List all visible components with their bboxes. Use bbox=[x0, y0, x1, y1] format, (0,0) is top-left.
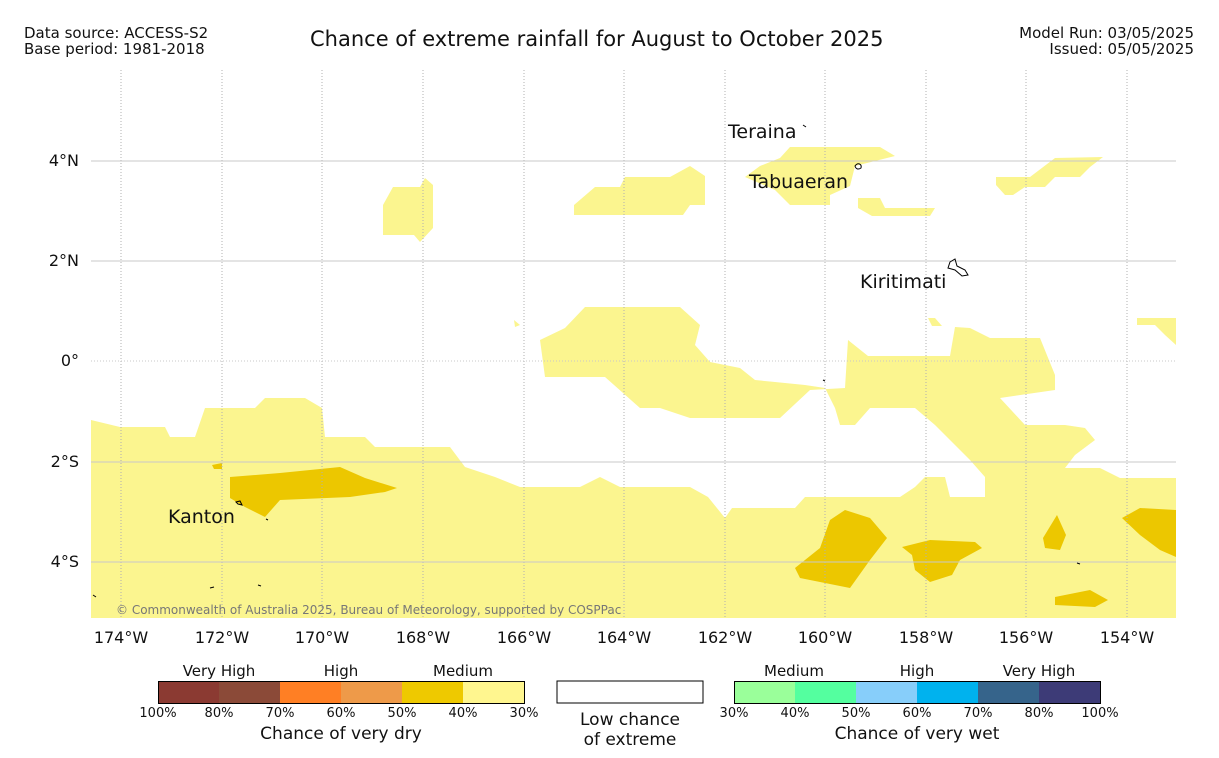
legend-dry-swatch-5 bbox=[463, 681, 525, 704]
legend-wet-tick-100: 100% bbox=[1081, 706, 1119, 721]
x-label-162w: 162°W bbox=[697, 628, 753, 647]
small-island-1 bbox=[209, 586, 215, 589]
map-title: Chance of extreme rainfall for August to… bbox=[310, 27, 884, 51]
legend-wet-tick-60: 60% bbox=[902, 706, 932, 721]
legend-dry-swatch-2 bbox=[280, 681, 341, 704]
x-label-156w: 156°W bbox=[998, 628, 1054, 647]
y-label-4s: 4°S bbox=[50, 552, 79, 571]
kiritimati-island bbox=[947, 258, 969, 277]
model-run: Model Run: 03/05/2025 bbox=[1019, 24, 1194, 42]
legend-dry-high: High bbox=[323, 662, 359, 680]
x-label-170w: 170°W bbox=[294, 628, 350, 647]
header-right: Model Run: 03/05/2025 Issued: 05/05/2025 bbox=[1019, 25, 1194, 57]
medium-dry-blob-4 bbox=[858, 198, 935, 216]
legend-wet-swatch-1 bbox=[795, 681, 856, 704]
legend-low-line1: Low chance bbox=[580, 710, 680, 730]
legend-wet-swatch-2 bbox=[856, 681, 917, 704]
legend-wet-tick-80: 80% bbox=[1024, 706, 1054, 721]
x-label-172w: 172°W bbox=[194, 628, 250, 647]
medium-dry-blob-5 bbox=[996, 157, 1103, 195]
gold-region-southeast bbox=[1055, 590, 1108, 607]
x-label-166w: 166°W bbox=[496, 628, 552, 647]
legend-dry-swatch-3 bbox=[341, 681, 402, 704]
legend-wet-swatch-0 bbox=[734, 681, 796, 704]
place-kanton: Kanton bbox=[168, 506, 235, 528]
legend-dry-tick-60: 60% bbox=[326, 706, 356, 721]
place-tabuaeran: Tabuaeran bbox=[749, 171, 849, 193]
issued-date: Issued: 05/05/2025 bbox=[1049, 40, 1194, 58]
legend-dry-tick-40: 40% bbox=[448, 706, 478, 721]
legend-wet-medium: Medium bbox=[764, 662, 824, 680]
medium-dry-blob-2 bbox=[574, 166, 705, 215]
x-label-154w: 154°W bbox=[1099, 628, 1155, 647]
legend-dry-tick-100: 100% bbox=[139, 706, 177, 721]
legend-dry-tick-80: 80% bbox=[204, 706, 234, 721]
medium-dry-blob-7 bbox=[928, 318, 942, 326]
small-island-4 bbox=[265, 518, 269, 521]
low-chance-swatch bbox=[556, 680, 704, 704]
islands bbox=[92, 124, 1081, 598]
gold-region-east bbox=[902, 540, 982, 582]
legend-wet-tick-40: 40% bbox=[780, 706, 810, 721]
grid bbox=[120, 70, 1128, 618]
medium-dry-blob-6 bbox=[1137, 318, 1176, 345]
base-period: Base period: 1981-2018 bbox=[24, 40, 205, 58]
legend-wet-tick-50: 50% bbox=[841, 706, 871, 721]
gold-region-central bbox=[795, 510, 887, 588]
legend-dry-tick-70: 70% bbox=[265, 706, 295, 721]
rainfall-shading bbox=[91, 147, 1176, 618]
header-left: Data source: ACCESS-S2 Base period: 1981… bbox=[24, 25, 208, 57]
legend-wet-label: Chance of very wet bbox=[834, 724, 1000, 744]
kanton-island bbox=[235, 500, 243, 506]
grid-horizontal bbox=[91, 160, 1176, 563]
data-source: Data source: ACCESS-S2 bbox=[24, 24, 209, 42]
medium-dry-region-west bbox=[91, 420, 180, 618]
medium-dry-region-south bbox=[91, 307, 1176, 618]
y-label-0: 0° bbox=[60, 351, 79, 370]
x-label-158w: 158°W bbox=[898, 628, 954, 647]
legend-dry-swatch-1 bbox=[219, 681, 280, 704]
y-label-4n: 4°N bbox=[48, 151, 79, 170]
legend-wet-high: High bbox=[899, 662, 935, 680]
x-label-160w: 160°W bbox=[797, 628, 853, 647]
y-label-2s: 2°S bbox=[50, 452, 79, 471]
place-kiritimati: Kiritimati bbox=[860, 271, 947, 293]
legend-low-chance: Low chance of extreme bbox=[480, 710, 780, 750]
small-island-2 bbox=[257, 584, 262, 587]
legend-dry-swatch-0 bbox=[158, 681, 220, 704]
teraina-island bbox=[802, 124, 807, 128]
small-island-3 bbox=[92, 594, 97, 598]
legend-dry-medium: Medium bbox=[433, 662, 493, 680]
small-island-5 bbox=[822, 379, 826, 382]
place-teraina: Teraina bbox=[728, 121, 797, 143]
legend-wet-swatch-4 bbox=[978, 681, 1039, 704]
legend-wet-tick-70: 70% bbox=[963, 706, 993, 721]
legend-dry-tick-30: 30% bbox=[509, 706, 539, 721]
legend-wet-swatch-3 bbox=[917, 681, 978, 704]
medium-dry-blob-8 bbox=[514, 320, 520, 327]
y-label-2n: 2°N bbox=[48, 251, 79, 270]
legend-wet-tick-30: 30% bbox=[719, 706, 749, 721]
legend-wet-swatch-5 bbox=[1039, 681, 1101, 704]
gold-region-kanton-small bbox=[212, 463, 222, 469]
legend-dry-tick-50: 50% bbox=[387, 706, 417, 721]
gold-region-kanton bbox=[230, 467, 397, 517]
gold-region-far-east bbox=[1122, 508, 1176, 557]
copyright-credit: © Commonwealth of Australia 2025, Bureau… bbox=[116, 603, 622, 617]
legend-dry-label: Chance of very dry bbox=[260, 724, 422, 744]
legend-wet-very-high: Very High bbox=[1002, 662, 1076, 680]
x-label-168w: 168°W bbox=[395, 628, 451, 647]
tabuaeran-island bbox=[854, 163, 862, 170]
x-label-164w: 164°W bbox=[596, 628, 652, 647]
legend-dry-swatch-4 bbox=[402, 681, 463, 704]
x-label-174w: 174°W bbox=[93, 628, 149, 647]
legend-dry-very-high: Very High bbox=[182, 662, 256, 680]
legend-low-line2: of extreme bbox=[583, 730, 677, 750]
small-island-6 bbox=[1076, 562, 1081, 565]
medium-dry-blob-1 bbox=[383, 178, 433, 242]
gold-region-east-small bbox=[1043, 515, 1066, 550]
